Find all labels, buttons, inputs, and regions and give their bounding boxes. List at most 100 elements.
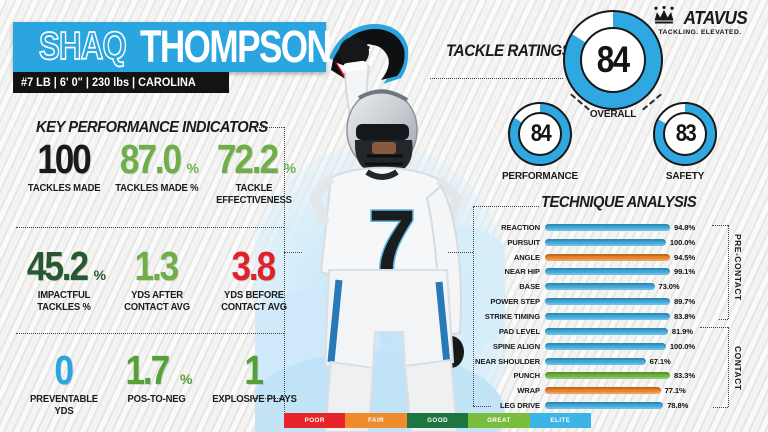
bar-row: PURSUIT 100.0% (468, 235, 695, 250)
kpi-row-divider-1 (16, 227, 284, 228)
first-name: SHAQ (38, 24, 127, 69)
stat-tackle-effectiveness: 72.2% TACKLE EFFECTIVENESS (204, 134, 304, 207)
overall-rating-value: 84 (597, 39, 630, 80)
overall-rating-label: OVERALL (589, 108, 637, 120)
bar-value: 89.7% (673, 297, 695, 307)
raised-glove (339, 37, 369, 67)
stat-suffix: % (186, 160, 200, 176)
bar-value: 73.0% (658, 282, 680, 292)
bar-fill (545, 283, 655, 291)
bar-row: PAD LEVEL 81.9% (468, 324, 695, 339)
bar-label: POWER STEP (490, 297, 540, 307)
stat-value: 100 (36, 136, 92, 183)
bar-label: WRAP (517, 386, 540, 396)
brand-name: ATAVUS (683, 8, 748, 28)
last-name: THOMPSON (139, 21, 332, 72)
contact-bracket (728, 327, 729, 407)
stat-preventable-yds: 0 PREVENTABLE YDS (18, 345, 110, 418)
kpi-row-2: 45.2% IMPACTFUL TACKLES % 1.3 YDS AFTER … (18, 241, 304, 314)
bar-fill (545, 372, 670, 380)
stat-label: EXPLOSIVE PLAYS (211, 394, 297, 405)
stat-suffix: % (180, 371, 193, 387)
legend-poor: POOR (284, 413, 346, 428)
bar-fill (545, 312, 670, 320)
stat-pos-to-neg: 1.7% POS-TO-NEG (110, 345, 204, 418)
stat-value: 87.0 (119, 136, 182, 183)
bar-row: STRIKE TIMING 83.8% (468, 309, 695, 324)
legend-label: GREAT (487, 417, 511, 424)
bar-label: NEAR HIP (504, 267, 541, 277)
bar-fill (545, 387, 661, 395)
kpi-connector-right (284, 127, 285, 414)
bar-fill (545, 253, 670, 261)
kpi-connector-top (254, 127, 284, 128)
bar-value: 77.1% (664, 386, 686, 396)
bar-value: 100.0% (669, 341, 695, 351)
ratings-title: TACKLE RATINGS (446, 42, 572, 60)
bar-value: 81.9% (671, 326, 693, 336)
bar-label: REACTION (501, 222, 540, 232)
stat-value: 1 (244, 347, 264, 394)
performance-rating-label: PERFORMANCE (501, 170, 579, 182)
bar-row: NEAR SHOULDER 67.1% (468, 354, 695, 369)
stat-label: TACKLES MADE % (115, 183, 199, 194)
stat-label: YDS BEFORE CONTACT AVG (221, 290, 287, 313)
crown-icon (654, 5, 674, 24)
stat-yds-after-contact: 1.3 YDS AFTER CONTACT AVG (110, 241, 204, 314)
stat-label: POS-TO-NEG (127, 394, 187, 405)
legend-label: GOOD (427, 417, 448, 424)
stat-label: TACKLES MADE (27, 183, 101, 194)
bar-fill (545, 402, 664, 410)
legend-label: POOR (304, 417, 325, 424)
stat-suffix: % (283, 160, 297, 176)
stat-suffix: % (93, 267, 107, 283)
performance-rating-donut: 84 (508, 102, 572, 166)
bar-label: STRIKE TIMING (484, 311, 540, 321)
stat-value: 0 (54, 347, 74, 394)
bar-label: BASE (519, 282, 540, 292)
bar-value: 78.8% (667, 401, 689, 411)
bar-label: PUNCH (513, 371, 540, 381)
stat-tackles-made-pct: 87.0% TACKLES MADE % (110, 134, 204, 207)
bar-label: NEAR SHOULDER (475, 356, 540, 366)
kpi-legend-connector (252, 398, 284, 399)
ta-bracket-bottom (473, 406, 491, 407)
stat-impactful-tackles: 45.2% IMPACTFUL TACKLES % (18, 241, 110, 314)
safety-rating-value: 83 (675, 120, 696, 147)
bar-fill (545, 268, 670, 276)
bar-row: NEAR HIP 99.1% (468, 265, 696, 280)
kpi-row-1: 100 TACKLES MADE 87.0% TACKLES MADE % 72… (18, 134, 304, 207)
bar-row: SPINE ALIGN 100.0% (468, 339, 695, 354)
bar-label: PAD LEVEL (498, 326, 540, 336)
bar-value: 67.1% (649, 356, 671, 366)
player-info-text: #7 LB | 6' 0" | 230 lbs | CAROLINA (21, 76, 196, 89)
bar-fill (545, 342, 666, 350)
legend-elite: ELITE (529, 413, 592, 428)
rating-legend: POOR FAIR GOOD GREAT ELITE (284, 413, 592, 428)
stat-value: 1.3 (134, 243, 180, 290)
bar-row: ANGLE 94.5% (468, 250, 695, 265)
contact-bracket-top (700, 327, 728, 328)
stat-label: TACKLE EFFECTIVENESS (216, 183, 292, 206)
kpi-title: KEY PERFORMANCE INDICATORS (36, 119, 268, 136)
legend-fair: FAIR (345, 413, 407, 428)
bar-value: 100.0% (669, 237, 695, 247)
legend-label: FAIR (368, 417, 385, 424)
bar-label: SPINE ALIGN (492, 341, 540, 351)
bar-fill (545, 357, 646, 365)
safety-rating-label: SAFETY (665, 170, 705, 182)
kpi-row-divider-2 (16, 333, 284, 334)
kpi-row-3: 0 PREVENTABLE YDS 1.7% POS-TO-NEG 1 EXPL… (18, 345, 304, 418)
precontact-bracket-bottom (719, 319, 728, 320)
bar-fill (545, 298, 670, 306)
stat-label: YDS AFTER CONTACT AVG (124, 290, 190, 313)
bar-value: 83.3% (673, 371, 695, 381)
ta-mid-connector (448, 252, 473, 253)
bar-fill (545, 327, 668, 335)
brand-tagline: TACKLING. ELEVATED. (658, 29, 742, 36)
stat-value: 45.2 (26, 243, 89, 290)
bar-row: POWER STEP 89.7% (468, 294, 695, 309)
ratings-connector (430, 78, 563, 79)
bar-value: 83.8% (673, 311, 695, 321)
